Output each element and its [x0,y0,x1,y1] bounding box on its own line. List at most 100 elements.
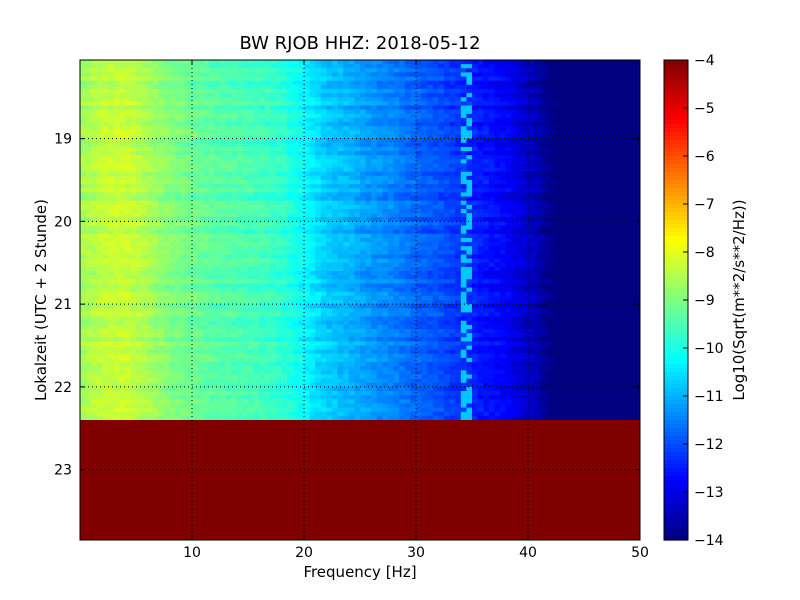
heatmap-cell [96,68,103,74]
heatmap-cell [371,208,378,214]
heatmap-cell [124,130,131,136]
heatmap-cell [164,130,171,136]
heatmap-cell [371,76,378,82]
heatmap-cell [522,258,529,264]
heatmap-cell [332,134,339,140]
heatmap-cell [460,76,467,82]
heatmap-cell [449,175,456,181]
heatmap-cell [516,196,523,202]
heatmap-cell [208,180,215,185]
heatmap-cell [539,254,546,260]
heatmap-cell [449,258,456,264]
heatmap-cell [320,200,327,206]
heatmap-cell [634,217,640,222]
heatmap-cell [511,138,518,144]
heatmap-cell [533,134,540,140]
heatmap-cell [220,246,227,251]
heatmap-cell [141,171,148,177]
heatmap-cell [539,242,546,247]
heatmap-cell [287,88,294,94]
heatmap-cell [623,76,630,82]
heatmap-cell [208,200,215,206]
heatmap-cell [236,208,243,214]
heatmap-cell [147,84,154,90]
heatmap-cell [102,109,109,115]
heatmap-cell [595,126,602,131]
heatmap-cell [589,188,596,194]
heatmap-cell [248,80,255,86]
heatmap-cell [410,122,417,127]
heatmap-cell [337,225,344,231]
heatmap-cell [449,130,456,136]
heatmap-cell [276,213,283,218]
heatmap-cell [113,233,120,239]
heatmap-cell [136,122,143,127]
heatmap-cell [192,163,199,169]
heatmap-cell [270,68,277,74]
heatmap-cell [220,258,227,264]
heatmap-cell [612,138,619,144]
heatmap-cell [332,93,339,98]
heatmap-cell [147,208,154,214]
heatmap-cell [270,105,277,111]
heatmap-cell [102,237,109,243]
heatmap-cell [600,229,607,235]
heatmap-cell [292,68,299,74]
heatmap-cell [421,225,428,231]
heatmap-cell [169,200,176,206]
heatmap-cell [505,64,512,69]
heatmap-cell [80,254,87,260]
heatmap-cell [550,258,557,264]
heatmap-cell [298,213,305,218]
heatmap-cell [264,155,271,160]
heatmap-cell [259,109,266,115]
heatmap-cell [365,146,372,152]
heatmap-cell [175,142,182,148]
heatmap-cell [399,146,406,152]
heatmap-cell [432,217,439,222]
heatmap-cell [354,117,361,123]
heatmap-cell [231,221,238,227]
heatmap-cell [494,188,501,194]
heatmap-cell [544,60,551,65]
heatmap-cell [343,229,350,235]
heatmap-cell [628,188,635,194]
heatmap-cell [124,246,131,251]
heatmap-cell [533,138,540,144]
heatmap-cell [242,101,249,107]
heatmap-cell [136,84,143,90]
heatmap-cell [606,192,613,198]
heatmap-cell [180,262,187,268]
heatmap-cell [80,180,87,185]
heatmap-cell [505,84,512,90]
heatmap-cell [365,80,372,86]
heatmap-cell [203,109,210,115]
heatmap-cell [404,196,411,202]
heatmap-cell [281,221,288,227]
heatmap-cell [556,204,563,210]
heatmap-cell [85,188,92,194]
heatmap-cell [214,200,221,206]
heatmap-cell [404,76,411,82]
heatmap-cell [320,72,327,78]
heatmap-cell [600,213,607,218]
heatmap-cell [416,80,423,86]
heatmap-cell [337,204,344,210]
heatmap-cell [270,184,277,189]
heatmap-cell [438,117,445,123]
heatmap-cell [270,72,277,78]
heatmap-cell [444,126,451,131]
heatmap-cell [528,113,535,119]
heatmap-cell [472,60,479,65]
heatmap-cell [399,117,406,123]
heatmap-cell [584,130,591,136]
heatmap-cell [203,159,210,165]
heatmap-cell [511,117,518,123]
heatmap-cell [376,213,383,218]
heatmap-cell [192,221,199,227]
heatmap-cell [231,72,238,78]
heatmap-cell [561,246,568,251]
heatmap-cell [494,130,501,136]
heatmap-cell [236,196,243,202]
heatmap-cell [466,242,473,247]
